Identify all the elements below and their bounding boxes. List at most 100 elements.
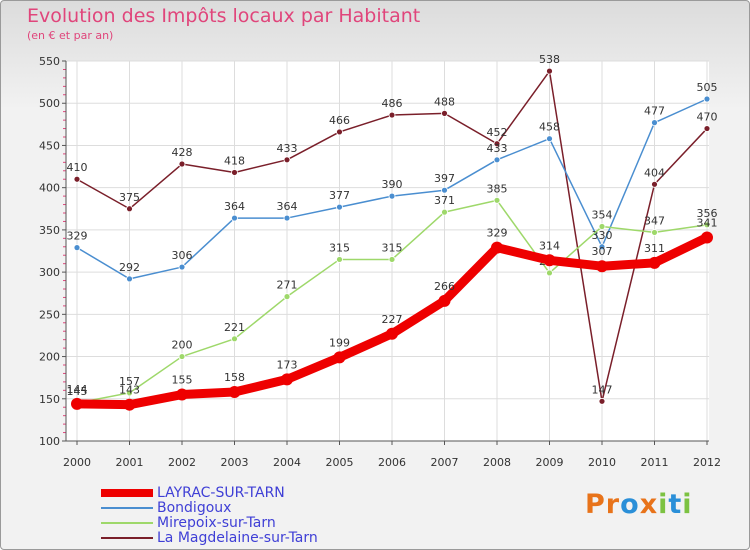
x-tick-label: 2000 [63, 456, 91, 469]
data-label: 314 [539, 239, 560, 252]
legend-swatch [101, 507, 153, 509]
data-point [388, 256, 396, 263]
x-tick-label: 2002 [168, 456, 196, 469]
data-point [441, 208, 448, 216]
y-tick-label: 550 [39, 55, 60, 68]
legend-label: Bondigoux [157, 500, 232, 516]
y-tick-label: 350 [39, 224, 60, 237]
data-point [651, 119, 658, 127]
data-label: 147 [592, 383, 613, 396]
data-label: 466 [329, 114, 350, 127]
logo-letter: x [639, 489, 659, 520]
x-tick-label: 2004 [273, 456, 301, 469]
data-label: 364 [224, 200, 245, 213]
data-label: 477 [644, 105, 665, 118]
data-point [386, 327, 398, 340]
logo-letter: t [668, 489, 683, 520]
data-point [228, 386, 241, 399]
data-label: 307 [592, 245, 613, 258]
y-tick-label: 500 [39, 97, 60, 110]
legend-label: LAYRAC-SUR-TARN [157, 485, 285, 501]
series-la-magdelaine-sur-tarn: 410 375 428 418 433 466 486 488 452 538 147 404 470 [67, 53, 718, 405]
data-label: 458 [539, 121, 560, 134]
chart-subtitle: (en € et par an) [27, 29, 114, 42]
y-tick-label: 200 [39, 351, 60, 364]
data-point [73, 244, 81, 252]
data-label: 385 [487, 182, 508, 195]
data-point [126, 389, 133, 397]
data-label: 410 [67, 161, 88, 174]
logo-letter: P [585, 489, 606, 520]
data-label: 266 [434, 280, 455, 293]
data-point [388, 192, 396, 200]
data-point [438, 294, 451, 307]
data-label: 330 [592, 229, 613, 242]
data-point [283, 214, 291, 222]
y-tick-label: 300 [39, 266, 60, 279]
x-tick-label: 2007 [431, 456, 459, 469]
data-label: 200 [172, 339, 193, 352]
data-label: 364 [277, 200, 298, 213]
data-point [651, 180, 658, 188]
data-point [546, 269, 553, 277]
data-point [333, 351, 346, 364]
data-point [231, 214, 238, 222]
data-label: 452 [487, 126, 508, 139]
data-point [178, 353, 186, 360]
data-label: 143 [119, 384, 140, 397]
data-point [596, 260, 608, 273]
y-tick-label: 250 [39, 308, 60, 321]
legend-item-bondigoux: Bondigoux [101, 500, 231, 516]
data-label: 145 [67, 385, 88, 398]
data-label: 505 [697, 81, 718, 94]
data-point [126, 205, 133, 213]
data-label: 418 [224, 154, 245, 167]
data-point [126, 275, 133, 283]
data-point [491, 241, 503, 254]
x-tick-label: 2001 [116, 456, 144, 469]
legend-swatch [101, 537, 153, 539]
data-label: 311 [644, 242, 665, 255]
data-point [281, 373, 293, 386]
data-label: 433 [277, 142, 298, 155]
data-label: 329 [487, 227, 508, 240]
data-point [703, 125, 711, 132]
legend-item-layrac-sur-tarn: LAYRAC-SUR-TARN [101, 485, 285, 501]
data-point [178, 263, 186, 271]
data-label: 227 [382, 313, 403, 326]
series-bondigoux: 329 292 306 364 364 377 390 397 433 458 330 477 505 [67, 81, 718, 283]
x-tick-label: 2012 [693, 456, 721, 469]
data-label: 486 [382, 97, 403, 110]
data-point [336, 203, 343, 211]
data-label: 354 [592, 209, 613, 222]
legend-swatch [101, 522, 153, 524]
data-point [546, 67, 553, 75]
proxiti-logo: Proxiti [585, 489, 693, 520]
data-point [176, 388, 188, 401]
data-point [283, 293, 291, 301]
data-label: 329 [67, 230, 88, 243]
legend-swatch [101, 489, 153, 497]
data-point [703, 221, 711, 229]
y-tick-label: 150 [39, 393, 60, 406]
x-tick-label: 2003 [221, 456, 249, 469]
data-label: 173 [277, 358, 298, 371]
data-point [651, 229, 658, 236]
data-point [598, 243, 606, 251]
x-tick-label: 2005 [326, 456, 354, 469]
data-label: 306 [172, 249, 193, 262]
data-label: 356 [697, 207, 718, 220]
y-tick-label: 450 [39, 139, 60, 152]
logo-letter: i [682, 489, 693, 520]
data-point [336, 256, 343, 263]
data-point [493, 140, 501, 148]
data-point [283, 156, 291, 164]
data-point [388, 111, 396, 119]
data-label: 315 [329, 241, 350, 254]
data-label: 271 [277, 279, 298, 292]
data-label: 404 [644, 166, 665, 179]
data-label: 315 [382, 241, 403, 254]
data-label: 221 [224, 321, 245, 334]
